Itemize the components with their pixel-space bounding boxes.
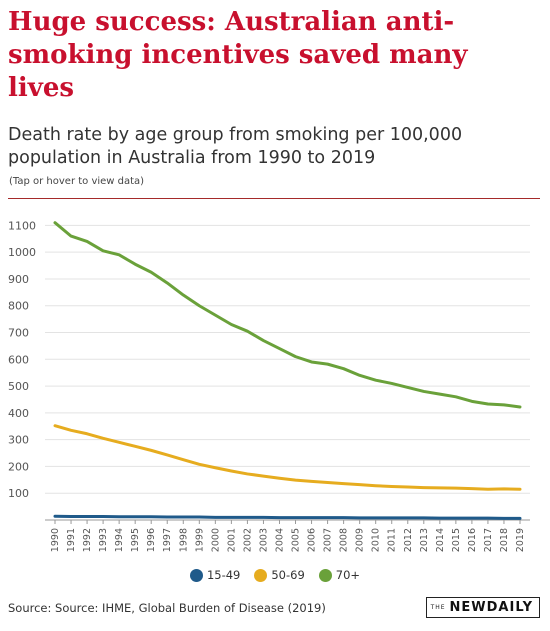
x-tick-label: 1993 [98,528,109,552]
y-tick-label: 1000 [8,246,36,259]
x-tick-label: 1999 [194,528,205,552]
x-tick-label: 2014 [435,528,446,552]
series-line-50-69[interactable] [53,424,522,491]
legend-item-15-49[interactable]: 15-49 [189,568,241,582]
x-tick-label: 2000 [210,528,221,552]
series-line-15-49[interactable] [53,514,522,520]
legend-item-70+[interactable]: 70+ [318,568,361,582]
logo-brand-text: NEWDAILY [449,600,533,615]
x-tick-label: 1992 [82,528,93,552]
legend-swatch [254,568,268,582]
source-note: Source: Source: IHME, Global Burden of D… [8,601,326,615]
chart-subtitle: Death rate by age group from smoking per… [8,125,463,168]
chart-title: Huge success: Australian anti-smoking in… [8,7,468,103]
x-tick-label: 2017 [483,528,494,552]
x-tick-label: 2010 [371,528,382,552]
x-tick-label: 2004 [274,528,285,552]
x-tick-label: 2011 [387,528,398,552]
x-tick-label: 1996 [146,528,157,552]
x-tick-label: 2019 [515,528,526,552]
x-tick-label: 1997 [162,528,173,552]
y-tick-label: 100 [8,487,29,500]
logo-small-text: THE [430,604,446,611]
x-tick-label: 2002 [242,528,253,552]
y-tick-label: 300 [8,434,29,447]
legend-item-50-69[interactable]: 50-69 [254,568,305,582]
line-chart[interactable]: 100 200 300 400 500 600 700 800 900 1000 1100 1990… [0,200,550,565]
x-tick-label: 1994 [114,528,125,552]
legend-swatch [318,568,332,582]
x-tick-label: 2007 [323,528,334,552]
y-axis: 100 200 300 400 500 600 700 800 900 1000 1100 [8,219,36,500]
y-tick-label: 900 [8,273,29,286]
interaction-note: (Tap or hover to view data) [9,176,145,187]
y-tick-label: 700 [8,327,29,340]
x-tick-label: 1991 [66,528,77,552]
x-tick-label: 1990 [50,528,61,552]
x-tick-label: 2006 [307,528,318,552]
series-line-70+[interactable] [53,221,522,409]
x-axis: 1990 1991 1992 1993 1994 1995 1996 1997 1998 1999… [50,520,526,552]
x-tick-label: 2009 [355,528,366,552]
x-tick-label: 2005 [291,528,302,552]
y-tick-label: 500 [8,380,29,393]
x-tick-label: 2018 [499,528,510,552]
x-tick-label: 2003 [258,528,269,552]
x-tick-label: 2013 [419,528,430,552]
y-tick-label: 200 [8,460,29,473]
legend-label: 70+ [335,568,361,582]
x-tick-label: 2015 [451,528,462,552]
y-tick-label: 800 [8,300,29,313]
header-divider [8,198,540,199]
x-tick-label: 2016 [467,528,478,552]
legend-label: 50-69 [271,568,305,582]
x-tick-label: 2001 [226,528,237,552]
legend-swatch [189,568,203,582]
x-tick-label: 2008 [339,528,350,552]
series-lines[interactable] [53,221,522,520]
newdaily-logo: THE NEWDAILY [425,597,540,618]
legend[interactable]: 15-49 50-69 70+ [0,568,550,582]
y-tick-label: 600 [8,353,29,366]
gridlines [45,224,530,521]
x-tick-label: 2012 [403,528,414,552]
x-tick-label: 1995 [130,528,141,552]
y-tick-label: 1100 [8,219,36,232]
x-tick-label: 1998 [178,528,189,552]
legend-label: 15-49 [206,568,241,582]
y-tick-label: 400 [8,407,29,420]
